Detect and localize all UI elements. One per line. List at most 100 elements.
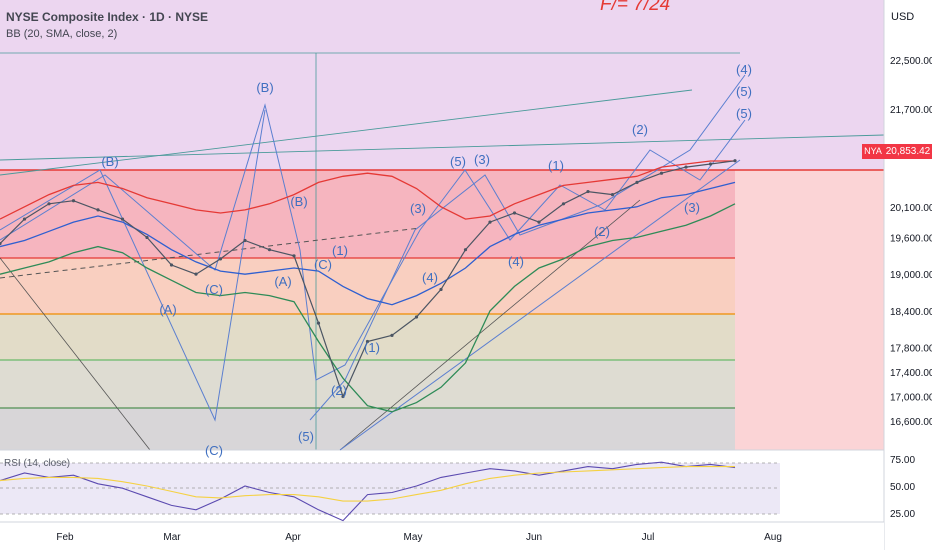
wave-label: (1) bbox=[364, 340, 380, 355]
x-tick-label: Apr bbox=[285, 532, 301, 543]
series-layer bbox=[0, 159, 737, 413]
wave-label: (3) bbox=[684, 200, 700, 215]
symbol-tag: NYA bbox=[862, 144, 884, 159]
wave-label: (3) bbox=[410, 201, 426, 216]
close-point bbox=[635, 180, 639, 184]
wave-label: (B) bbox=[101, 154, 118, 169]
close-point bbox=[610, 193, 615, 197]
rsi-tick-label: 25.00 bbox=[890, 509, 915, 520]
wave-label: (4) bbox=[508, 254, 524, 269]
wave-path bbox=[0, 109, 266, 422]
time-axis bbox=[0, 522, 884, 550]
close-point bbox=[414, 315, 419, 319]
last-price-tag: 20,853.42 bbox=[884, 144, 932, 159]
wave-label: (1) bbox=[332, 243, 348, 258]
wave-label: (A) bbox=[274, 274, 291, 289]
y-tick-label: 17,000.00 bbox=[890, 393, 932, 404]
wave-label: (4) bbox=[736, 62, 752, 77]
close-point bbox=[684, 165, 688, 169]
close-point bbox=[488, 220, 492, 224]
price-axis bbox=[884, 0, 932, 550]
wave-label: (5) bbox=[298, 429, 314, 444]
close-point bbox=[390, 333, 394, 337]
down-trend bbox=[0, 257, 151, 451]
up-trend bbox=[339, 199, 641, 451]
series-bb-upper bbox=[0, 160, 735, 220]
wave-label: (B) bbox=[256, 80, 273, 95]
wave-label: (A) bbox=[159, 302, 176, 317]
y-tick-label: 17,800.00 bbox=[890, 344, 932, 355]
y-tick-label: 21,700.00 bbox=[890, 105, 932, 116]
trend-line-upper bbox=[0, 134, 885, 161]
wave-label: (2) bbox=[594, 224, 610, 239]
close-point bbox=[439, 287, 443, 292]
wave-path bbox=[0, 103, 746, 381]
close-point bbox=[537, 220, 541, 224]
rsi-axis-ticks: 75.00 50.00 25.00 bbox=[890, 455, 915, 520]
close-point bbox=[733, 159, 737, 163]
y-tick-label: 16,600.00 bbox=[890, 417, 932, 428]
close-point bbox=[659, 171, 664, 175]
y-tick-label: 17,400.00 bbox=[890, 368, 932, 379]
wave-label: (3) bbox=[474, 152, 490, 167]
wave-label: (5) bbox=[736, 106, 752, 121]
chart-title[interactable]: NYSE Composite Index · 1D · NYSE bbox=[6, 10, 209, 24]
time-axis-ticks: Feb Mar Apr May Jun Jul Aug bbox=[56, 532, 782, 543]
currency-label[interactable]: USD bbox=[891, 11, 915, 23]
rsi-series-rsi bbox=[0, 461, 736, 522]
rsi-tick-label: 75.00 bbox=[890, 455, 915, 466]
rsi-label[interactable]: RSI (14, close) bbox=[4, 458, 71, 469]
trend-line-channel bbox=[0, 89, 693, 176]
wave-label: (1) bbox=[548, 158, 564, 173]
wave-path bbox=[309, 74, 746, 421]
close-point bbox=[708, 162, 713, 166]
close-point bbox=[561, 202, 566, 206]
series-bb-lower bbox=[0, 203, 736, 413]
close-point bbox=[169, 263, 174, 267]
close-point bbox=[512, 211, 517, 215]
price-axis-ticks: 22,500.00 21,700.00 20,100.00 19,600.00 19,0… bbox=[890, 56, 932, 428]
x-tick-label: Jun bbox=[526, 532, 542, 543]
wave-label: (4) bbox=[422, 270, 438, 285]
rsi-band bbox=[0, 463, 780, 514]
wave-label: (5) bbox=[736, 84, 752, 99]
y-tick-label: 20,100.00 bbox=[890, 203, 932, 214]
close-point bbox=[47, 202, 51, 206]
close-point bbox=[145, 235, 149, 240]
wave-path bbox=[339, 159, 741, 451]
wave-label: (B) bbox=[290, 194, 307, 209]
close-point bbox=[341, 394, 345, 399]
close-point bbox=[586, 189, 590, 194]
y-tick-label: 18,400.00 bbox=[890, 307, 932, 318]
close-point bbox=[267, 248, 272, 252]
wave-label: (C) bbox=[205, 443, 223, 458]
close-point bbox=[316, 321, 321, 325]
wave-label: (2) bbox=[632, 122, 648, 137]
dashed-trend bbox=[0, 227, 421, 279]
close-point bbox=[22, 217, 27, 221]
rsi-tick-label: 50.00 bbox=[890, 482, 915, 493]
y-tick-label: 19,600.00 bbox=[890, 233, 932, 244]
wave-lines bbox=[0, 74, 746, 451]
close-point bbox=[463, 248, 468, 252]
close-point bbox=[96, 208, 100, 212]
future-zone bbox=[735, 170, 884, 450]
rsi-layer bbox=[0, 461, 736, 522]
wave-label: (5) bbox=[450, 154, 466, 169]
close-point bbox=[243, 238, 247, 243]
close-point bbox=[0, 241, 2, 246]
wave-labels: (B)(B)(B)(A)(C)(A)(C)(1)(1)(2)(2)(3)(4)(… bbox=[101, 62, 752, 458]
y-tick-label: 19,000.00 bbox=[890, 270, 932, 281]
x-tick-label: Mar bbox=[163, 532, 181, 543]
indicator-label[interactable]: BB (20, SMA, close, 2) bbox=[6, 28, 118, 40]
y-tick-label: 22,500.00 bbox=[890, 56, 932, 67]
close-point bbox=[365, 339, 370, 344]
close-point bbox=[120, 217, 125, 221]
close-point bbox=[194, 272, 198, 276]
x-tick-label: Jul bbox=[642, 532, 655, 543]
close-point bbox=[292, 254, 296, 258]
x-tick-label: May bbox=[404, 532, 423, 543]
